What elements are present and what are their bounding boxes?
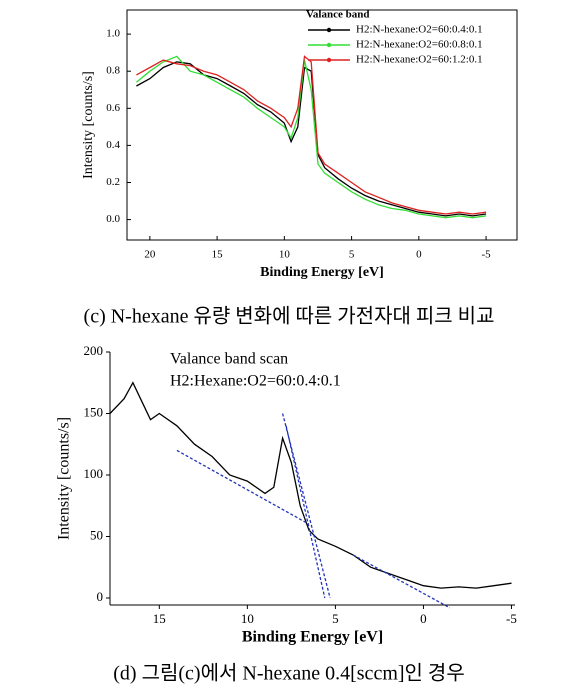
x-tick-label: 0 [420, 611, 427, 626]
caption: (d) 그림(c)에서 N-hexane 0.4[sccm]인 경우 [113, 662, 464, 685]
y-tick-label: 50 [90, 527, 103, 542]
x-tick-label: -5 [506, 611, 517, 626]
y-tick-label: 0.2 [106, 176, 120, 188]
y-axis-label: Intensity [counts/s] [81, 71, 96, 179]
fit-line [281, 413, 331, 599]
data-line [136, 55, 487, 215]
legend-marker [326, 57, 332, 63]
x-tick-label: 5 [349, 249, 355, 261]
caption: (c) N-hexane 유량 변화에 따른 가전자대 피크 비교 [84, 305, 495, 328]
x-tick-label: 10 [241, 611, 254, 626]
y-tick-label: 0.0 [106, 213, 120, 225]
data-line [135, 55, 487, 219]
y-tick-label: 0 [97, 589, 104, 604]
x-tick-label: 5 [332, 611, 339, 626]
y-tick-label: 100 [84, 466, 104, 481]
x-tick-label: 0 [416, 249, 422, 261]
y-tick-label: 1.0 [106, 28, 120, 40]
x-tick-label: 15 [212, 249, 224, 261]
fit-line [285, 425, 326, 599]
x-tick-label: 10 [279, 249, 291, 261]
legend-title: Valance band [306, 9, 369, 21]
data-line [109, 381, 512, 589]
legend-marker [326, 27, 332, 33]
plot-frame [126, 9, 518, 241]
y-tick-label: 150 [84, 404, 104, 419]
legend-marker [326, 42, 332, 48]
x-axis-label: Binding Energy [eV] [260, 265, 384, 280]
y-axis-label: Intensity [counts/s] [56, 417, 73, 540]
legend-label: H2:N-hexane:O2=60:0.8:0.1 [356, 39, 483, 51]
legend-label: H2:N-hexane:O2=60:1.2:0.1 [356, 54, 483, 66]
x-axis-label: Binding Energy [eV] [242, 629, 383, 646]
annotation: Valance band scan [170, 351, 288, 368]
y-tick-label: 0.4 [106, 139, 120, 151]
annotation: H2:Hexane:O2=60:0.4:0.1 [170, 373, 341, 390]
y-tick-label: 0.8 [106, 65, 120, 77]
y-tick-label: 0.6 [106, 102, 120, 114]
fit-line [176, 449, 310, 525]
x-tick-label: 20 [144, 249, 156, 261]
fit-line [352, 554, 451, 609]
x-tick-label: 15 [153, 611, 166, 626]
legend-label: H2:N-hexane:O2=60:0.4:0.1 [356, 24, 483, 36]
x-tick-label: -5 [481, 249, 491, 261]
y-tick-label: 200 [84, 343, 104, 358]
data-line [136, 61, 487, 217]
